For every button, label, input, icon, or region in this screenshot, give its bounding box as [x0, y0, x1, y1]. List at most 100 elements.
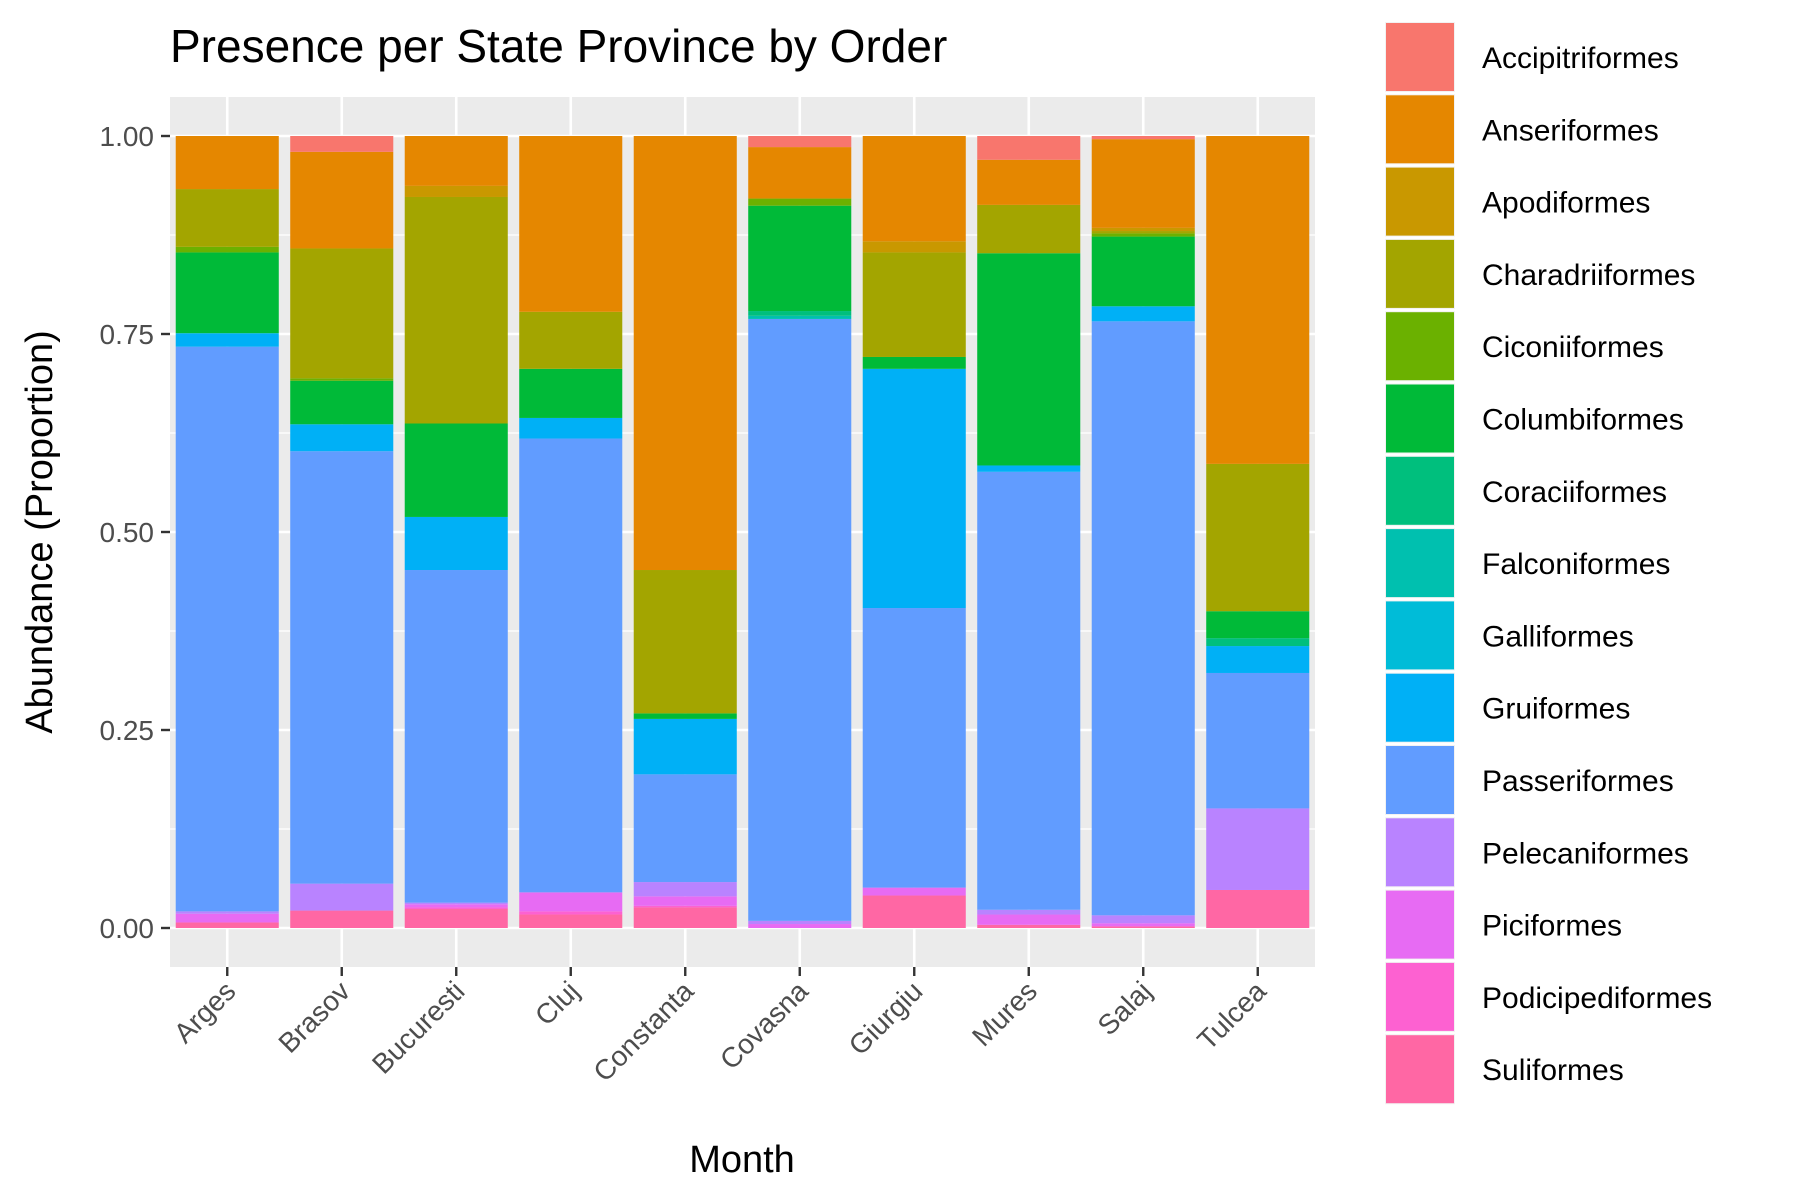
- bar-segment-constanta-pelecaniformes: [633, 882, 737, 897]
- bar-segment-mures-piciformes: [977, 914, 1081, 925]
- bar-segment-bucuresti-piciformes: [404, 904, 508, 908]
- bar-segment-cluj-charadriiformes: [519, 311, 623, 369]
- x-tick-label: Tulcea: [1191, 975, 1272, 1056]
- y-axis-title: Abundance (Proportion): [19, 330, 61, 733]
- bar-segment-mures-suliformes: [977, 924, 1081, 928]
- bar-segment-tulcea-coraciiformes: [1206, 638, 1310, 647]
- legend-swatch: [1386, 818, 1454, 887]
- bar-segment-bucuresti-columbiformes: [404, 423, 508, 517]
- bar-segment-salaj-passeriformes: [1091, 321, 1195, 916]
- bar-segment-brasov-columbiformes: [290, 380, 394, 425]
- bar-segment-arges-suliformes: [175, 922, 279, 928]
- bar-segment-tulcea-gruiformes: [1206, 646, 1310, 673]
- legend-label: Suliformes: [1482, 1054, 1624, 1087]
- bar-segment-bucuresti-gruiformes: [404, 516, 508, 571]
- legend-swatch: [1386, 890, 1454, 959]
- bar-segment-salaj-charadriiformes: [1091, 231, 1195, 234]
- x-tick-label: Mures: [966, 975, 1043, 1052]
- bar-segment-salaj-gruiformes: [1091, 306, 1195, 322]
- legend-label: Piciformes: [1482, 910, 1622, 943]
- bar-segment-brasov-anseriformes: [290, 151, 394, 249]
- bar-segment-bucuresti-charadriiformes: [404, 196, 508, 424]
- bar-segment-covasna-piciformes: [748, 924, 852, 928]
- bar-segment-salaj-suliformes: [1091, 926, 1195, 928]
- bar-segment-mures-passeriformes: [977, 471, 1081, 910]
- legend-label: Columbiformes: [1482, 404, 1684, 437]
- legend: Accipitriformes Anseriformes Apodiformes Ch…: [1385, 22, 1712, 1105]
- legend-label: Accipitriformes: [1482, 42, 1679, 75]
- bar-segment-cluj-anseriformes: [519, 136, 623, 312]
- bar-segment-salaj-apodiformes: [1091, 227, 1195, 232]
- legend-label: Coraciiformes: [1482, 476, 1667, 509]
- bar-segment-giurgiu-passeriformes: [862, 608, 966, 888]
- bar-segment-covasna-accipitriformes: [748, 136, 852, 148]
- bar-segment-covasna-falconiformes: [748, 315, 852, 319]
- bar-segment-cluj-podicipediformes: [519, 911, 623, 915]
- y-tick-label: 0.25: [100, 715, 155, 746]
- x-tick-label: Constanta: [587, 975, 699, 1087]
- bar-segment-mures-accipitriformes: [977, 136, 1081, 160]
- bar-segment-tulcea-columbiformes: [1206, 611, 1310, 639]
- bar-segment-covasna-coraciiformes: [748, 311, 852, 316]
- x-tick-label: Cluj: [529, 975, 585, 1031]
- bar-segment-salaj-accipitriformes: [1091, 136, 1195, 140]
- bar-segment-mures-charadriiformes: [977, 204, 1081, 254]
- x-axis-title: Month: [689, 1139, 795, 1181]
- bar-segment-covasna-ciconiiformes: [748, 198, 852, 206]
- legend-swatch: [1386, 312, 1454, 381]
- legend-swatch: [1386, 167, 1454, 236]
- bar-segment-giurgiu-gruiformes: [862, 368, 966, 609]
- bar-segment-cluj-columbiformes: [519, 368, 623, 418]
- bar-segment-arges-charadriiformes: [175, 189, 279, 247]
- bar-segment-cluj-suliformes: [519, 914, 623, 928]
- bar-segment-mures-pelecaniformes: [977, 909, 1081, 915]
- bar-segment-covasna-pelecaniformes: [748, 920, 852, 925]
- legend-label: Pelecaniformes: [1482, 837, 1689, 870]
- bar-segment-arges-anseriformes: [175, 136, 279, 190]
- bar-segment-tulcea-anseriformes: [1206, 136, 1310, 464]
- bar-segment-giurgiu-piciformes: [862, 887, 966, 896]
- bar-segment-salaj-columbiformes: [1091, 236, 1195, 307]
- bar-segment-bucuresti-pelecaniformes: [404, 902, 508, 905]
- bar-segment-bucuresti-suliformes: [404, 908, 508, 928]
- legend-label: Anseriformes: [1482, 114, 1659, 147]
- bar-segment-arges-piciformes: [175, 913, 279, 923]
- legend-label: Charadriiformes: [1482, 259, 1695, 292]
- bar-segment-arges-columbiformes: [175, 252, 279, 334]
- bar-segment-mures-gruiformes: [977, 465, 1081, 472]
- legend-label: Podicipediformes: [1482, 982, 1712, 1015]
- bar-segment-giurgiu-anseriformes: [862, 136, 966, 242]
- bar-segment-tulcea-pelecaniformes: [1206, 808, 1310, 890]
- legend-swatch: [1386, 673, 1454, 742]
- legend-swatch: [1386, 962, 1454, 1031]
- bar-segment-salaj-ciconiiformes: [1091, 233, 1195, 237]
- legend-swatch: [1386, 239, 1454, 308]
- bar-segment-tulcea-charadriiformes: [1206, 463, 1310, 612]
- bar-segment-constanta-columbiformes: [633, 713, 737, 719]
- bar-segment-constanta-gruiformes: [633, 718, 737, 775]
- bar-segment-constanta-anseriformes: [633, 136, 737, 571]
- x-tick-label: Brasov: [272, 975, 356, 1059]
- bar-segment-salaj-anseriformes: [1091, 139, 1195, 228]
- x-tick-label: Bucuresti: [366, 975, 470, 1079]
- legend-swatch: [1386, 529, 1454, 598]
- legend-label: Gruiformes: [1482, 693, 1630, 726]
- bar-segment-giurgiu-columbiformes: [862, 356, 966, 369]
- legend-swatch: [1386, 746, 1454, 814]
- bars: [175, 136, 1310, 928]
- bar-segment-tulcea-passeriformes: [1206, 672, 1310, 809]
- bar-segment-constanta-podicipediformes: [633, 905, 737, 908]
- legend-label: Apodiformes: [1482, 187, 1650, 220]
- bar-segment-brasov-pelecaniformes: [290, 883, 394, 911]
- y-tick-label: 0.50: [100, 517, 155, 548]
- bar-segment-bucuresti-anseriformes: [404, 136, 508, 186]
- bar-segment-brasov-gruiformes: [290, 424, 394, 452]
- bar-segment-tulcea-suliformes: [1206, 889, 1310, 928]
- legend-swatch: [1386, 95, 1454, 164]
- legend-label: Galliformes: [1482, 620, 1634, 653]
- legend-label: Falconiformes: [1482, 548, 1670, 581]
- legend-swatch: [1386, 23, 1454, 91]
- bar-segment-giurgiu-suliformes: [862, 895, 966, 928]
- legend-swatch: [1386, 456, 1454, 525]
